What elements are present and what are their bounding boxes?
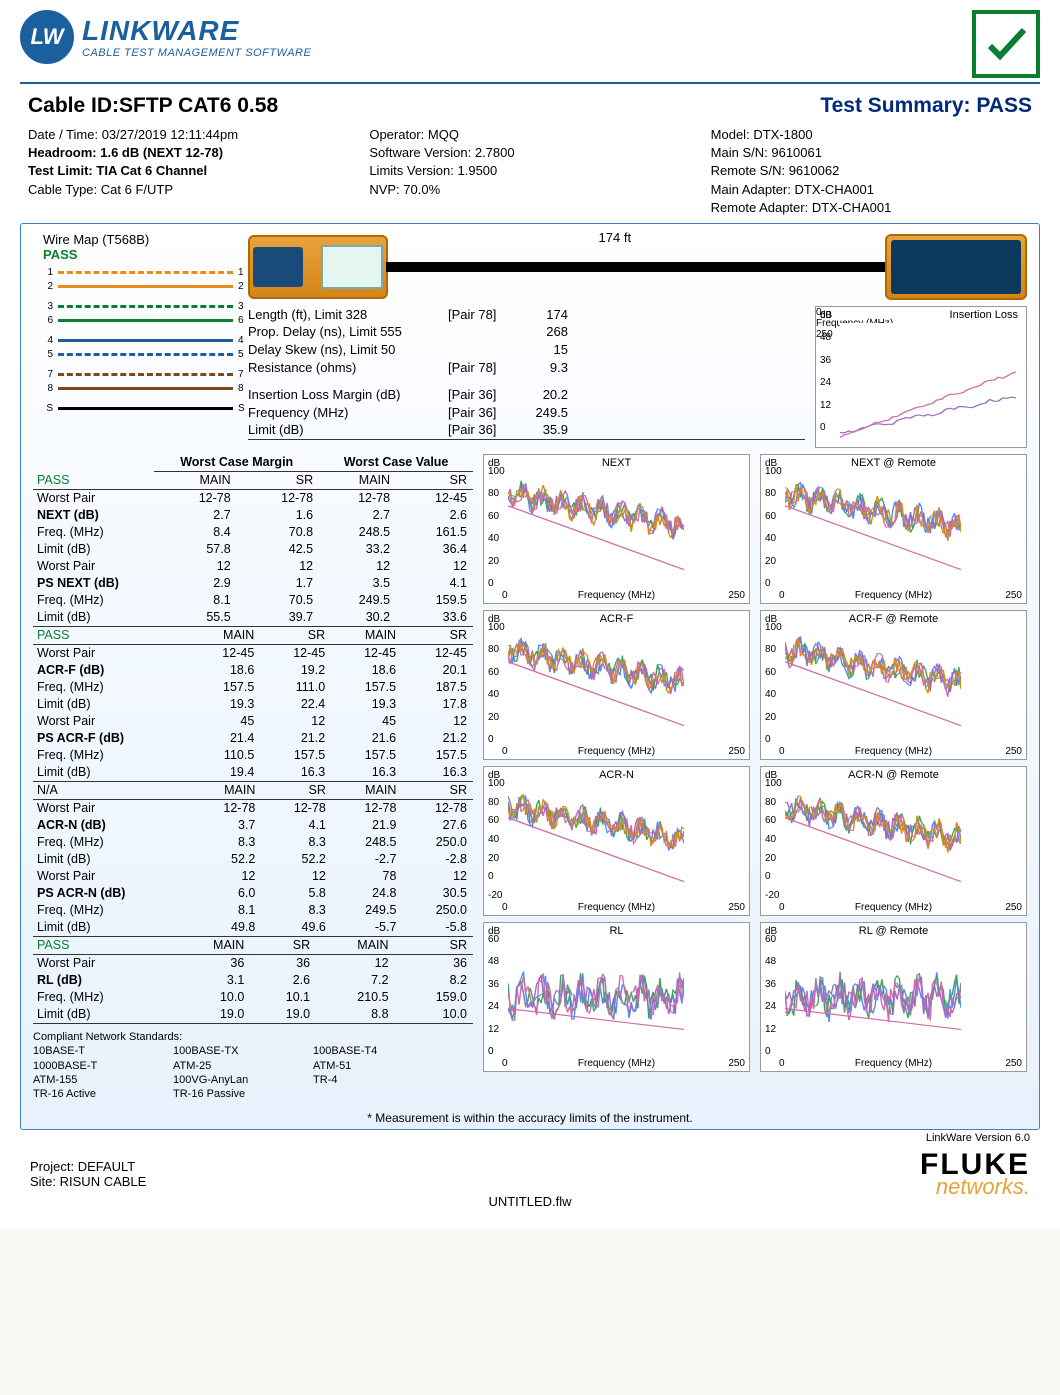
wire-pair: S S (43, 402, 248, 416)
result-table: PASS MAINSRMAINSR Worst Pair36361236RL (… (33, 937, 473, 1024)
wire-pair: 1 1 (43, 266, 248, 280)
logo-block: LW LINKWARE CABLE TEST MANAGEMENT SOFTWA… (20, 10, 311, 64)
disclaimer: * Measurement is within the accuracy lim… (33, 1111, 1027, 1125)
wiremap-block: Wire Map (T568B) PASS 1 1 2 2 3 3 6 6 4 … (33, 232, 248, 416)
wire-pair: 7 7 (43, 368, 248, 382)
project-site: Project: DEFAULT Site: RISUN CABLE (30, 1159, 146, 1189)
device-row: 174 ft (248, 232, 1027, 302)
chart-acr-f: ACR-F dB 020406080100 0 Frequency (MHz) … (483, 610, 750, 760)
wiremap-diagram: 1 1 2 2 3 3 6 6 4 4 5 5 7 7 8 (43, 266, 248, 416)
chart-next-remote: NEXT @ Remote dB 020406080100 0 Frequenc… (760, 454, 1027, 604)
measurement-charts: NEXT dB 020406080100 0 Frequency (MHz) 2… (483, 454, 1027, 1101)
header: LW LINKWARE CABLE TEST MANAGEMENT SOFTWA… (0, 0, 1060, 78)
pass-check-icon (972, 10, 1040, 78)
header-rule (20, 82, 1040, 84)
lw-badge-icon: LW (20, 10, 74, 64)
version-label: LinkWare Version 6.0 (0, 1132, 1060, 1144)
chart-acr-f-remote: ACR-F @ Remote dB 020406080100 0 Frequen… (760, 610, 1027, 760)
wiremap-status: PASS (43, 247, 248, 262)
params-table: Length (ft), Limit 328[Pair 78]174 Prop.… (248, 306, 805, 448)
info-mid: Operator: MQQ Software Version: 2.7800 L… (369, 126, 690, 217)
wiremap-title: Wire Map (T568B) (43, 232, 248, 247)
measurement-tables: Worst Case MarginWorst Case Value PASS M… (33, 454, 473, 1101)
brand-name: LINKWARE (82, 15, 311, 47)
info-left: Date / Time: 03/27/2019 12:11:44pm Headr… (28, 126, 349, 217)
report-page: LW LINKWARE CABLE TEST MANAGEMENT SOFTWA… (0, 0, 1060, 1229)
brand-tagline: CABLE TEST MANAGEMENT SOFTWARE (82, 47, 311, 59)
title-row: Cable ID:SFTP CAT6 0.58 Test Summary: PA… (0, 88, 1060, 122)
info-right: Model: DTX-1800 Main S/N: 9610061 Remote… (711, 126, 1032, 217)
result-table: N/A MAINSRMAINSR Worst Pair12-7812-7812-… (33, 782, 473, 937)
cable-id: Cable ID:SFTP CAT6 0.58 (28, 94, 278, 118)
compliant-standards: Compliant Network Standards:10BASE-T100B… (33, 1030, 473, 1101)
filename: UNTITLED.flw (0, 1194, 1060, 1209)
info-columns: Date / Time: 03/27/2019 12:11:44pm Headr… (0, 122, 1060, 223)
chart-acr-n: ACR-N dB -20020406080100 0 Frequency (MH… (483, 766, 750, 916)
remote-tester-icon (885, 234, 1027, 300)
wire-pair: 6 6 (43, 314, 248, 328)
wire-pair: 8 8 (43, 382, 248, 396)
main-tester-icon (248, 235, 388, 299)
chart-rl-remote: RL @ Remote dB 01224364860 0 Frequency (… (760, 922, 1027, 1072)
result-table: PASS MAINSRMAINSR Worst Pair12-4512-4512… (33, 627, 473, 782)
chart-next: NEXT dB 020406080100 0 Frequency (MHz) 2… (483, 454, 750, 604)
wire-pair: 5 5 (43, 348, 248, 362)
lower-content: Worst Case MarginWorst Case Value PASS M… (33, 454, 1027, 1101)
wire-pair: 3 3 (43, 300, 248, 314)
wire-pair: 4 4 (43, 334, 248, 348)
brand-text: LINKWARE CABLE TEST MANAGEMENT SOFTWARE (82, 15, 311, 59)
params-and-ilchart: Length (ft), Limit 328[Pair 78]174 Prop.… (248, 306, 1027, 448)
cable-line-icon (386, 262, 887, 272)
chart-rl: RL dB 01224364860 0 Frequency (MHz) 250 (483, 922, 750, 1072)
wire-pair: 2 2 (43, 280, 248, 294)
chart-acr-n-remote: ACR-N @ Remote dB -20020406080100 0 Freq… (760, 766, 1027, 916)
result-table: Worst Case MarginWorst Case Value PASS M… (33, 454, 473, 627)
main-panel: Wire Map (T568B) PASS 1 1 2 2 3 3 6 6 4 … (20, 223, 1040, 1130)
insertion-loss-chart: Insertion Loss dB 01224364860 0 Frequenc… (815, 306, 1027, 448)
device-and-params: 174 ft Length (ft), Limit 328[Pair 78]17… (248, 232, 1027, 448)
cable-length: 174 ft (599, 230, 632, 245)
top-row: Wire Map (T568B) PASS 1 1 2 2 3 3 6 6 4 … (33, 232, 1027, 448)
test-summary: Test Summary: PASS (820, 94, 1032, 118)
fluke-logo: FLUKE networks. (920, 1148, 1030, 1200)
